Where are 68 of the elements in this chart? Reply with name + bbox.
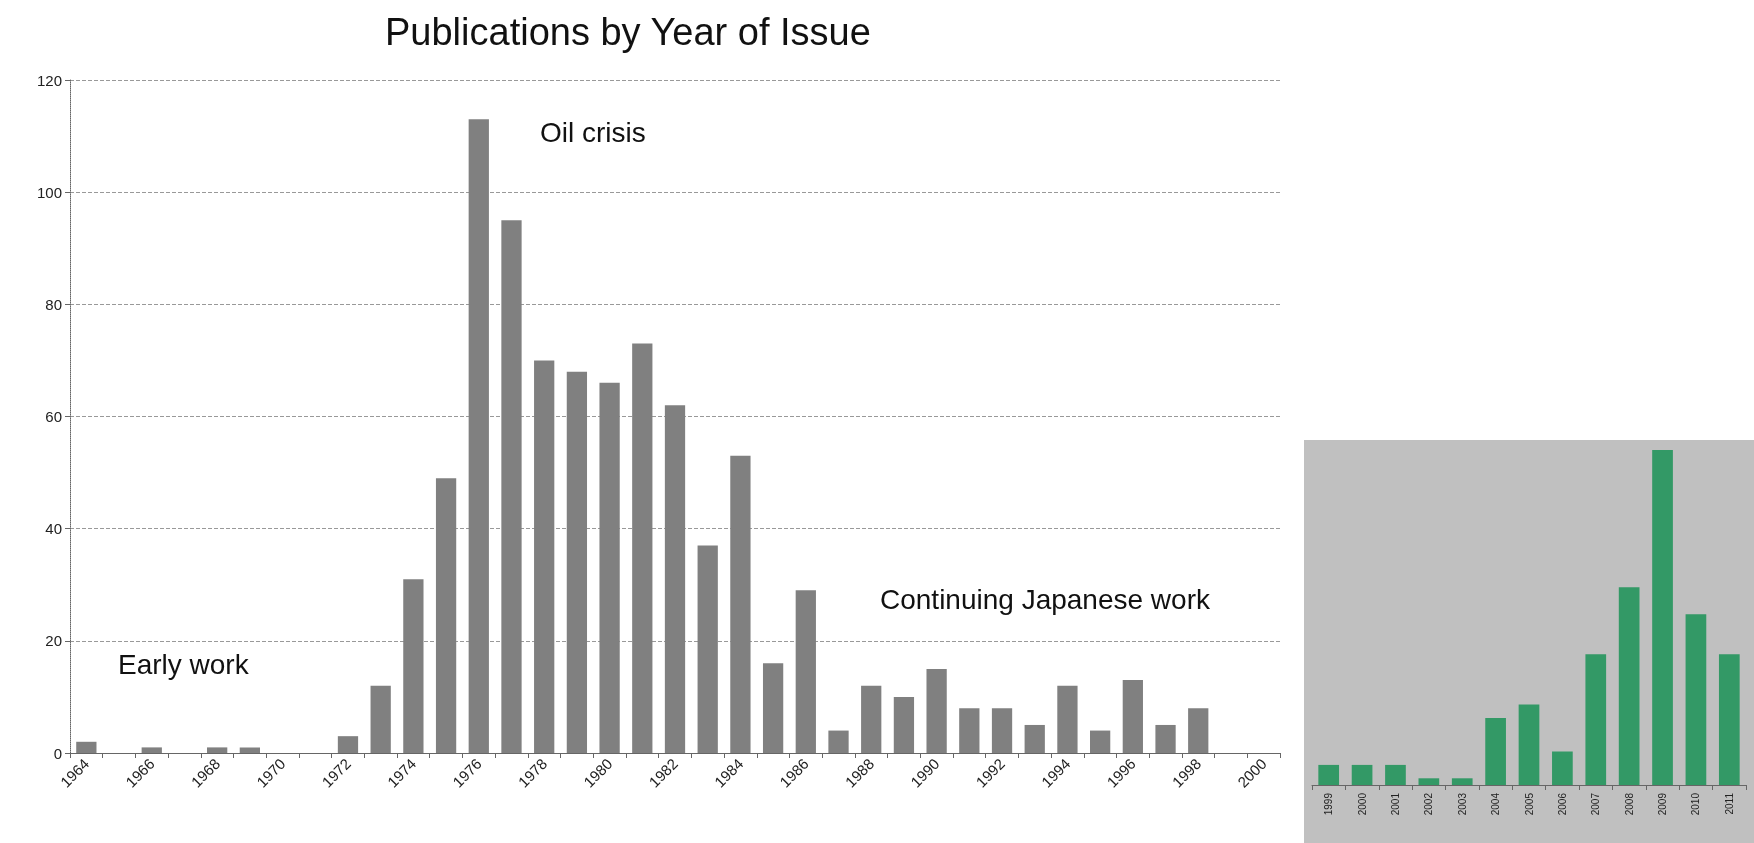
- bar: [1318, 764, 1340, 785]
- bar: [207, 747, 228, 753]
- annotation: Continuing Japanese work: [880, 583, 1211, 615]
- bar: [1188, 708, 1209, 753]
- bar: [1718, 654, 1740, 785]
- bar: [697, 545, 718, 753]
- bar: [828, 730, 849, 753]
- x-tick-label: 2011: [1723, 792, 1735, 815]
- annotation: Oil crisis: [540, 116, 646, 148]
- bar: [1485, 718, 1506, 785]
- bar: [991, 708, 1013, 753]
- bar: [76, 741, 97, 753]
- x-tick-label: 2000: [1356, 792, 1368, 816]
- bar: [1351, 764, 1373, 785]
- y-tick-label: 80: [45, 295, 62, 313]
- x-tick-label: 2007: [1590, 792, 1602, 816]
- y-tick-label: 120: [36, 71, 62, 89]
- bar: [1090, 730, 1111, 753]
- bar: [1057, 685, 1078, 753]
- y-tick-label: 60: [45, 408, 62, 425]
- x-tick-label: 2004: [1490, 792, 1502, 816]
- bar: [926, 668, 947, 753]
- bar: [1024, 724, 1045, 753]
- bar: [1418, 778, 1440, 785]
- bar: [435, 478, 457, 753]
- bar: [403, 579, 424, 753]
- bar: [1385, 764, 1406, 785]
- x-tick-label: 2001: [1389, 792, 1401, 816]
- annotation: Early work: [118, 648, 250, 680]
- bar: [1552, 751, 1573, 785]
- bar: [762, 663, 784, 753]
- x-tick-label: 2002: [1423, 792, 1435, 816]
- bar: [1652, 450, 1673, 785]
- bar: [1685, 614, 1707, 785]
- bar: [893, 696, 915, 753]
- x-tick-label: 2006: [1556, 792, 1568, 816]
- chart-title: Publications by Year of Issue: [385, 11, 871, 53]
- bar: [468, 119, 489, 753]
- bar: [501, 220, 522, 753]
- x-tick-label: 1999: [1323, 792, 1335, 816]
- bar: [1585, 654, 1607, 785]
- x-tick-label: 2010: [1690, 792, 1702, 816]
- bar: [1518, 704, 1540, 785]
- bar: [795, 590, 816, 753]
- bar: [959, 708, 980, 753]
- x-tick-label: 2009: [1657, 792, 1669, 816]
- bar: [861, 685, 882, 753]
- bar: [337, 736, 359, 753]
- y-tick-label: 40: [45, 520, 62, 538]
- bar: [632, 343, 653, 753]
- y-tick-label: 100: [36, 183, 62, 201]
- bar: [370, 685, 391, 753]
- bar: [664, 405, 686, 753]
- bar: [599, 382, 620, 753]
- x-tick-label: 2003: [1456, 792, 1468, 816]
- bar: [566, 371, 588, 753]
- bar: [141, 747, 162, 753]
- y-tick-label: 20: [45, 632, 62, 650]
- bar: [1451, 778, 1473, 785]
- bar: [534, 360, 555, 753]
- x-tick-label: 2005: [1523, 792, 1535, 816]
- bar: [1618, 587, 1640, 785]
- bar: [1122, 680, 1143, 753]
- bar: [1155, 724, 1176, 753]
- y-tick-label: 0: [53, 744, 62, 762]
- bar: [730, 455, 751, 753]
- x-tick-label: 2008: [1623, 792, 1635, 816]
- bar: [239, 747, 260, 753]
